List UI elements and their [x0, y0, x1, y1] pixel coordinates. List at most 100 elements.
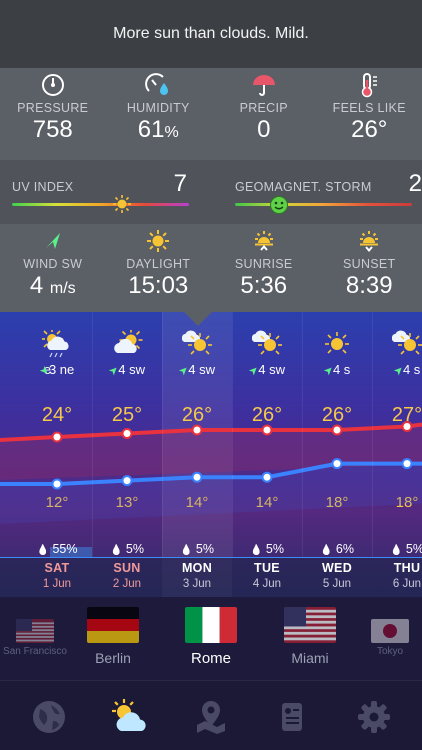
city-tokyo[interactable]: Tokyo: [362, 597, 418, 680]
wind-arrow-icon: [40, 228, 66, 254]
forecast-low-temp: 18°: [372, 494, 422, 511]
wind-text: 4 s: [402, 362, 421, 377]
metric-label: WIND SW: [23, 257, 83, 271]
forecast-precip: 💧 6%: [302, 542, 372, 556]
city-carousel[interactable]: San Francisco Berlin Rome Miami Tokyo: [0, 597, 422, 680]
forecast-wind: ➤ 4 sw: [232, 362, 302, 378]
precip-text: 6%: [335, 542, 354, 556]
sun-cloud-rain-icon: [41, 328, 74, 365]
forecast-low-temp: 18°: [302, 494, 372, 511]
cloud-sun-icon: [251, 330, 284, 365]
metric-sunset: SUNSET 8:39: [317, 228, 422, 300]
forecast-day[interactable]: ➤ e: [0, 312, 57, 597]
precip-text: 55%: [52, 542, 78, 556]
forecast-wind: ➤ e: [0, 362, 57, 377]
metric-value: 26°: [351, 116, 388, 143]
metric-label: SUNSET: [342, 257, 396, 271]
city-rome[interactable]: Rome: [180, 597, 242, 680]
selected-day-highlight: [162, 312, 232, 597]
city-miami[interactable]: Miami: [279, 597, 341, 680]
us-flag-icon: [16, 619, 54, 643]
high-temp-line-point: [51, 431, 63, 443]
raindrop-icon: 💧: [109, 545, 123, 556]
low-temp-line-point: [401, 458, 413, 470]
day-separator: [302, 312, 303, 557]
tab-map[interactable]: [187, 695, 235, 739]
forecast-date: 2 Jun: [112, 578, 142, 590]
forecast-day-name: SAT: [44, 561, 70, 575]
summary-text: More sun than clouds. Mild.: [113, 25, 309, 42]
forecast-day[interactable]: ➤ 4 s 26° 18° WED 5 Jun 💧 6%: [302, 312, 372, 597]
tab-globe[interactable]: [25, 695, 73, 739]
low-temp-line-point: [121, 475, 133, 487]
wind-value: 4: [29, 272, 44, 299]
gear-icon: [358, 701, 390, 733]
forecast-high-temp: 25°: [111, 404, 143, 426]
forecast-day-name: SUN: [113, 561, 141, 575]
forecast-precip: 💧 5%: [162, 542, 232, 556]
city-name: Rome: [190, 650, 231, 667]
high-temp-line-point: [261, 424, 273, 436]
forecast-day-name: THU: [393, 561, 421, 575]
sun-cloud-icon: [112, 699, 146, 731]
uv-label: UV INDEX: [12, 180, 74, 194]
tab-weather[interactable]: [106, 695, 154, 739]
low-temp-line: [0, 461, 422, 486]
wind-text: 3 ne: [48, 362, 75, 377]
metrics-row-top: PRESSURE 758 HUMIDITY 61% PRECIP 0 FEELS…: [0, 72, 422, 144]
weather-summary: More sun than clouds. Mild.: [0, 0, 422, 68]
italy-flag-icon: [185, 607, 237, 643]
geomagnetic-label: GEOMAGNET. STORM: [235, 180, 372, 194]
forecast-day[interactable]: ➤ 3 ne 24° 12° SAT 1 Jun 💧 55%: [22, 312, 92, 597]
forecast-day-name: MON: [181, 561, 213, 575]
city-name: San Francisco: [3, 646, 67, 657]
metric-value: 15:03: [128, 272, 189, 299]
sun-cloud-icon: [112, 328, 144, 365]
forecast-wind: ➤ 4 s: [302, 362, 372, 378]
forecast-day[interactable]: ➤ 4 sw 25° 13° SUN 2 Jun 💧 5%: [92, 312, 162, 597]
japan-flag-icon: [371, 619, 409, 643]
high-temp-line-point: [401, 421, 413, 432]
city-berlin[interactable]: Berlin: [82, 597, 144, 680]
germany-flag-icon: [87, 607, 139, 643]
low-temp-line-point: [331, 458, 343, 470]
forecast-day[interactable]: ➤ 4 s 27° 18° THU 6 Jun 💧 5%: [372, 312, 422, 597]
day-separator: [232, 312, 233, 557]
metric-value: 758: [32, 116, 73, 143]
forecast-day-name: WED: [321, 561, 353, 575]
city-name: Tokyo: [376, 646, 404, 657]
metric-wind: WIND SW 4 m/s: [0, 228, 106, 300]
wind-text: 4 sw: [188, 362, 215, 377]
forecast-date: 6 Jun: [392, 578, 422, 590]
precip-axis: [0, 557, 422, 558]
daily-forecast-chart[interactable]: ➤ e ➤ 3 ne 24° 12° SAT 1 Jun 💧 55% ➤ 4 sw 25° 1…: [0, 312, 422, 597]
us-flag-icon: [284, 607, 336, 643]
sunset-icon: [356, 228, 382, 254]
uv-scale: [12, 203, 189, 206]
cloud-sun-icon: [181, 330, 214, 365]
forecast-day[interactable]: ➤ 4 sw 26° 14° TUE 4 Jun 💧 5%: [232, 312, 302, 597]
forecast-day[interactable]: ➤ 4 sw 26° 14° MON 3 Jun 💧 5%: [162, 312, 232, 597]
high-temp-line-point: [121, 428, 133, 439]
precip-text: 5%: [265, 542, 284, 556]
forecast-wind: ➤ 4 sw: [92, 362, 162, 378]
tab-news[interactable]: [268, 695, 316, 739]
raindrop-icon: 💧: [36, 545, 49, 556]
wind-text: 4 s: [332, 362, 351, 377]
cloud-sun-icon: [391, 330, 422, 365]
wind-text: e: [43, 362, 51, 377]
metric-value: 61%: [138, 116, 179, 144]
metric-label: PRESSURE: [17, 101, 89, 115]
geomagnetic-storm-meter: GEOMAGNET. STORM 2: [223, 160, 422, 224]
precip-text: 5%: [195, 542, 214, 556]
metrics-row-bottom: WIND SW 4 m/s DAYLIGHT 15:03 SUNRISE 5:3…: [0, 228, 422, 300]
sun-icon: [145, 228, 171, 254]
forecast-date: 5 Jun: [322, 578, 352, 590]
news-icon: [282, 703, 302, 731]
forecast-precip: 💧 55%: [22, 542, 92, 556]
city-san-francisco[interactable]: San Francisco: [0, 597, 70, 680]
tab-settings[interactable]: [350, 695, 398, 739]
metric-value: 5:36: [240, 272, 288, 299]
forecast-date: 3 Jun: [182, 578, 212, 590]
smiley-icon: [269, 195, 289, 220]
